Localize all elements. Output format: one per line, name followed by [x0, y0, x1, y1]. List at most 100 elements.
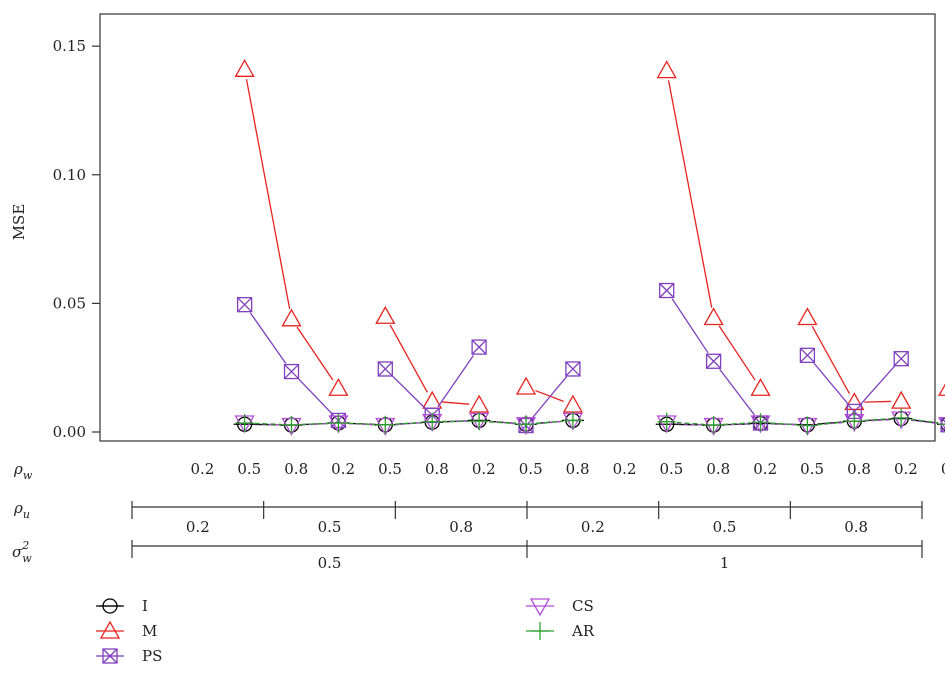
series-segment [437, 354, 474, 408]
data-point [283, 363, 300, 380]
rho-w-tick-label: 0.5 [237, 460, 261, 478]
square-marker [565, 361, 581, 377]
series-segment [535, 420, 563, 425]
series-segment [770, 422, 798, 426]
data-point [844, 392, 865, 411]
legend-item-i: I [96, 597, 148, 615]
rho-w-tick-label: 0.2 [613, 460, 637, 478]
triangle-marker [844, 392, 865, 411]
data-point [468, 394, 490, 413]
rho-u-group-label: 0.8 [844, 518, 868, 536]
data-point [703, 307, 724, 326]
plot-axes: 0.00 0.05 0.10 0.15 [53, 13, 936, 442]
triangle-marker [937, 383, 945, 396]
triangle-marker [562, 394, 584, 413]
triangle-marker [375, 305, 396, 324]
square-marker [471, 339, 487, 355]
series-segment [395, 421, 423, 426]
data-point [562, 394, 584, 413]
square-marker-cross [377, 361, 393, 377]
data-point [470, 412, 489, 431]
series-segment [254, 422, 282, 426]
square-marker-cross [102, 648, 118, 664]
series-segment [667, 80, 713, 308]
y-tick-label: 0.05 [53, 294, 86, 312]
series-segment [817, 421, 845, 426]
rho-u-label: ρu [13, 499, 30, 521]
square-marker-cross [565, 361, 581, 377]
data-point [375, 305, 396, 324]
rho-u-group-label: 0.5 [318, 518, 342, 536]
series-segment [723, 422, 751, 426]
sigma-group-label: 1 [720, 554, 730, 572]
triangle-marker [656, 60, 677, 79]
square-marker-cross [893, 351, 909, 367]
series-segment [301, 422, 329, 426]
y-tick-label: 0.10 [53, 166, 86, 184]
data-point [234, 58, 255, 77]
square-marker-cross [659, 283, 675, 298]
series-segment [718, 325, 756, 381]
series-segment [348, 422, 376, 426]
square-marker [102, 648, 118, 664]
x-axis-labels: ρw 0.2 0.5 0.8 0.2 0.5 0.8 0.2 0.5 0.8 0.2 0.5 0.8 0.… [12, 460, 945, 572]
legend-label: M [142, 622, 157, 640]
series-layer [233, 58, 945, 436]
rho-w-tick-label: 0.8 [284, 460, 308, 478]
data-point [329, 413, 348, 432]
data-point [705, 353, 722, 369]
series-segment [535, 389, 564, 403]
rho-w-tick-label: 0.2 [331, 460, 355, 478]
triangle-marker [891, 390, 912, 409]
series-segment [348, 422, 376, 426]
square-marker-cross [799, 347, 815, 363]
data-point [471, 339, 487, 355]
data-point [656, 60, 677, 79]
series-segment [245, 79, 291, 310]
series-segment [442, 420, 470, 423]
series-segment [676, 422, 704, 426]
series-segment [864, 417, 892, 422]
series-segment [489, 420, 517, 425]
data-point [377, 361, 393, 377]
legend-label: I [142, 597, 148, 615]
square-marker [236, 297, 253, 313]
rho-w-tick-label: 0.2 [753, 460, 777, 478]
rho-w-tick-label: 0.5 [378, 460, 402, 478]
square-marker-cross [940, 426, 945, 433]
data-point [937, 417, 945, 430]
series-ar [235, 408, 945, 435]
triangle-marker [234, 58, 255, 77]
rho-u-group-label: 0.5 [713, 518, 737, 536]
triangle-down-marker [937, 417, 945, 430]
rho-w-tick-label: 0.5 [800, 460, 824, 478]
data-point [797, 307, 818, 326]
series-segment [860, 365, 896, 405]
square-marker [283, 363, 300, 380]
triangle-marker [750, 377, 771, 396]
data-point [659, 282, 675, 299]
rho-w-tick-label: 0.5 [659, 460, 683, 478]
square-marker [893, 351, 909, 367]
rho-w-label: ρw [13, 460, 33, 482]
triangle-down-marker [529, 598, 551, 617]
triangle-marker [281, 308, 302, 327]
square-marker [705, 353, 722, 369]
series-segment [864, 400, 892, 403]
y-axis-label: MSE [10, 204, 28, 241]
legend-item-cs: CS [526, 597, 594, 617]
series-segment [770, 422, 798, 426]
series-segment [391, 375, 426, 409]
square-marker [659, 282, 675, 299]
series-segment [531, 376, 568, 419]
legend-label: CS [572, 597, 594, 615]
data-point [704, 416, 723, 435]
legend-label: AR [571, 622, 595, 640]
rho-w-tick-label: 0.8 [706, 460, 730, 478]
series-ps [236, 282, 945, 434]
data-point [939, 423, 945, 425]
series-segment [249, 312, 287, 364]
rho-u-group-label: 0.2 [581, 518, 605, 536]
data-point [891, 390, 912, 409]
